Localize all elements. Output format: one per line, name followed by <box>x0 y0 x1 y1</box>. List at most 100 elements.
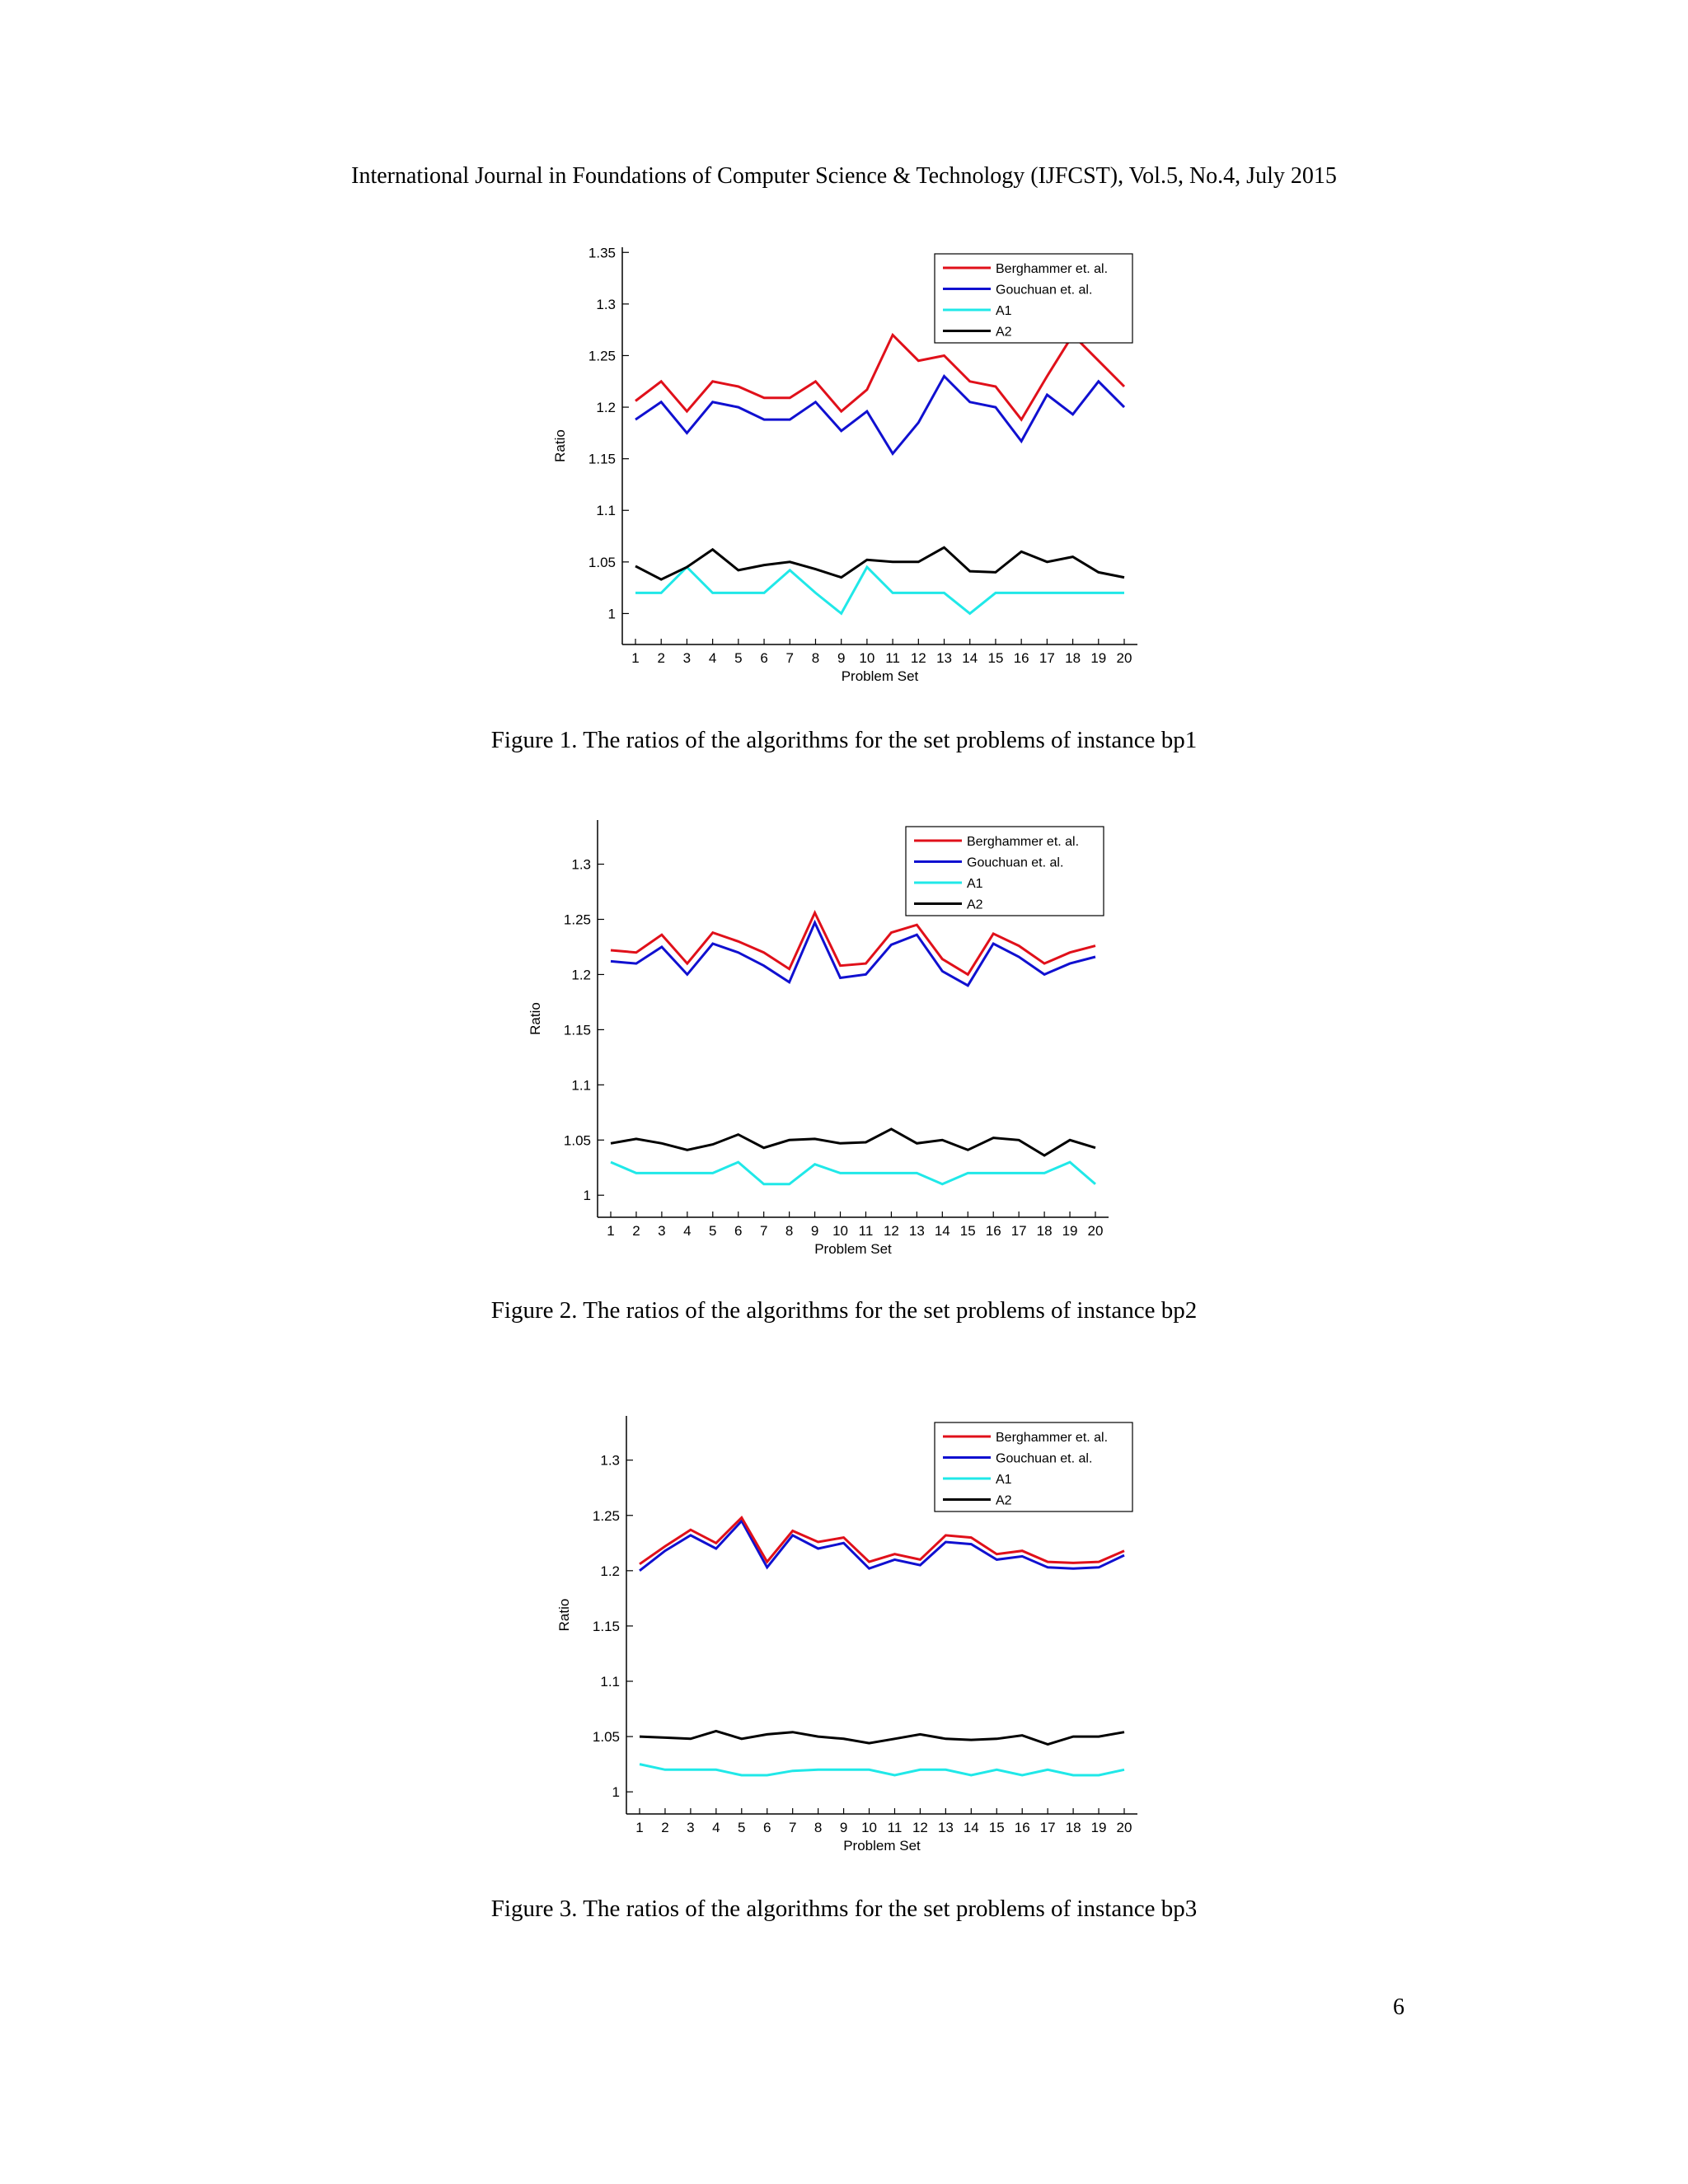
x-tick-label: 7 <box>760 1223 767 1239</box>
x-tick-label: 19 <box>1062 1223 1078 1239</box>
x-tick-label: 20 <box>1088 1223 1104 1239</box>
legend-label: Gouchuan et. al. <box>996 1452 1092 1466</box>
x-tick-label: 10 <box>859 650 874 666</box>
y-tick-label: 1.35 <box>588 245 616 260</box>
x-tick-label: 5 <box>709 1223 716 1239</box>
x-tick-label: 20 <box>1117 1820 1132 1835</box>
x-tick-label: 17 <box>1011 1223 1027 1239</box>
x-tick-label: 1 <box>607 1223 614 1239</box>
series-line-a2 <box>635 546 1125 581</box>
y-tick-label: 1.05 <box>593 1729 620 1745</box>
y-axis-label: Ratio <box>528 1002 543 1035</box>
x-tick-label: 18 <box>1065 650 1081 666</box>
figure-3-chart: 1 1.05 1.1 1.15 1.2 1.25 1.3 1 2 3 4 5 6 7 8 9 10 11 12 13 1… <box>528 1409 1154 1863</box>
y-tick-label: 1.3 <box>600 1453 620 1469</box>
x-tick-label: 7 <box>786 650 794 666</box>
x-tick-label: 18 <box>1066 1820 1081 1835</box>
y-tick-label: 1.1 <box>600 1674 620 1690</box>
x-tick-label: 5 <box>734 650 742 666</box>
x-tick-label: 14 <box>962 650 978 666</box>
legend-label: Berghammer et. al. <box>996 262 1108 276</box>
x-tick-label: 15 <box>989 1820 1005 1835</box>
x-tick-label: 10 <box>861 1820 877 1835</box>
figure-1-plot: 11.051.11.151.21.251.31.351 2 3 4 5 6 7 8 9 10 11 1… <box>552 245 1137 684</box>
x-tick-label: 11 <box>859 1223 874 1239</box>
y-tick-label: 1.05 <box>588 555 616 570</box>
y-tick-label: 1.25 <box>593 1508 620 1524</box>
x-tick-label: 9 <box>840 1820 847 1835</box>
legend-label: Berghammer et. al. <box>967 835 1079 849</box>
x-tick-label: 16 <box>1015 1820 1030 1835</box>
x-tick-label: 4 <box>683 1223 691 1239</box>
figure-1-caption: Figure 1. The ratios of the algorithms f… <box>490 727 1198 753</box>
x-tick-label: 14 <box>935 1223 950 1239</box>
figure-2-plot: 11.051.11.151.21.251.31 2 3 4 5 6 7 8 9 10 11 12 13 1… <box>528 820 1109 1257</box>
x-tick-label: 3 <box>658 1223 665 1239</box>
x-tick-label: 1 <box>631 650 639 666</box>
series-line-berghammer-et-al <box>635 332 1126 422</box>
x-tick-label: 8 <box>785 1223 793 1239</box>
y-tick-label: 1.25 <box>588 348 616 363</box>
x-tick-label: 3 <box>683 650 691 666</box>
x-tick-label: 16 <box>1014 650 1029 666</box>
legend-label: Berghammer et. al. <box>996 1431 1108 1445</box>
figure-1-chart: 1 1.05 1.1 1.15 1.2 1.25 1.3 1.35 1 2 3 4 5 6 7 8 9 10 11 1… <box>528 239 1154 701</box>
page-number: 6 <box>1393 1994 1404 2020</box>
x-tick-label: 13 <box>909 1223 925 1239</box>
x-tick-label: 2 <box>657 650 664 666</box>
x-tick-label: 19 <box>1091 1820 1107 1835</box>
series-line-gouchuan-et-al <box>639 1518 1125 1572</box>
legend-label: A1 <box>967 877 983 891</box>
series-line-berghammer-et-al <box>639 1515 1125 1566</box>
y-tick-label: 1 <box>608 606 616 621</box>
legend-label: A2 <box>996 1494 1012 1508</box>
series-line-gouchuan-et-al <box>635 374 1126 456</box>
x-tick-label: 15 <box>987 650 1003 666</box>
legend-label: A1 <box>996 304 1012 318</box>
figure-2-chart: 1 1.05 1.1 1.15 1.2 1.25 1.3 1 2 3 4 5 6 7 8 9 10 11 12 13 1… <box>515 820 1142 1265</box>
journal-header: International Journal in Foundations of … <box>351 163 1337 189</box>
x-tick-label: 9 <box>837 650 845 666</box>
series-line-a1 <box>639 1763 1125 1777</box>
x-tick-label: 6 <box>763 1820 771 1835</box>
y-tick-label: 1.15 <box>588 452 616 467</box>
legend-label: Gouchuan et. al. <box>996 284 1092 298</box>
y-axis-label: Ratio <box>556 1599 572 1632</box>
y-tick-label: 1 <box>612 1784 620 1800</box>
x-axis-label: Problem Set <box>843 1838 921 1854</box>
y-tick-label: 1.2 <box>596 400 616 415</box>
x-tick-label: 19 <box>1090 650 1106 666</box>
series-line-a1 <box>635 565 1124 616</box>
y-tick-label: 1.05 <box>564 1132 591 1148</box>
y-tick-label: 1.25 <box>564 912 591 928</box>
x-tick-label: 13 <box>936 650 952 666</box>
x-tick-label: 6 <box>734 1223 742 1239</box>
x-tick-label: 5 <box>738 1820 745 1835</box>
x-tick-label: 12 <box>884 1223 899 1239</box>
x-tick-label: 17 <box>1039 650 1055 666</box>
x-tick-label: 17 <box>1040 1820 1056 1835</box>
x-tick-label: 8 <box>814 1820 822 1835</box>
y-tick-label: 1.3 <box>596 297 616 312</box>
x-tick-label: 9 <box>811 1223 818 1239</box>
figure-2-caption: Figure 2. The ratios of the algorithms f… <box>490 1297 1198 1324</box>
x-tick-label: 11 <box>888 1820 903 1835</box>
series-line-a2 <box>639 1729 1125 1746</box>
x-tick-label: 11 <box>885 650 900 666</box>
x-tick-label: 18 <box>1037 1223 1053 1239</box>
x-tick-label: 4 <box>709 650 716 666</box>
y-tick-label: 1.1 <box>596 503 616 518</box>
x-axis-label: Problem Set <box>814 1241 892 1257</box>
y-tick-label: 1.3 <box>571 857 591 873</box>
x-tick-label: 2 <box>632 1223 640 1239</box>
legend-label: A2 <box>967 898 983 912</box>
series-line-a1 <box>610 1160 1096 1186</box>
x-tick-label: 6 <box>760 650 767 666</box>
y-tick-label: 1.2 <box>571 967 591 982</box>
legend-label: A1 <box>996 1473 1012 1487</box>
x-tick-label: 7 <box>789 1820 796 1835</box>
figure-3-plot: 11.051.11.151.21.251.31 2 3 4 5 6 7 8 9 10 11 12 13 1… <box>556 1416 1137 1854</box>
y-axis-label: Ratio <box>552 429 568 462</box>
x-tick-label: 14 <box>964 1820 979 1835</box>
x-tick-label: 2 <box>661 1820 668 1835</box>
